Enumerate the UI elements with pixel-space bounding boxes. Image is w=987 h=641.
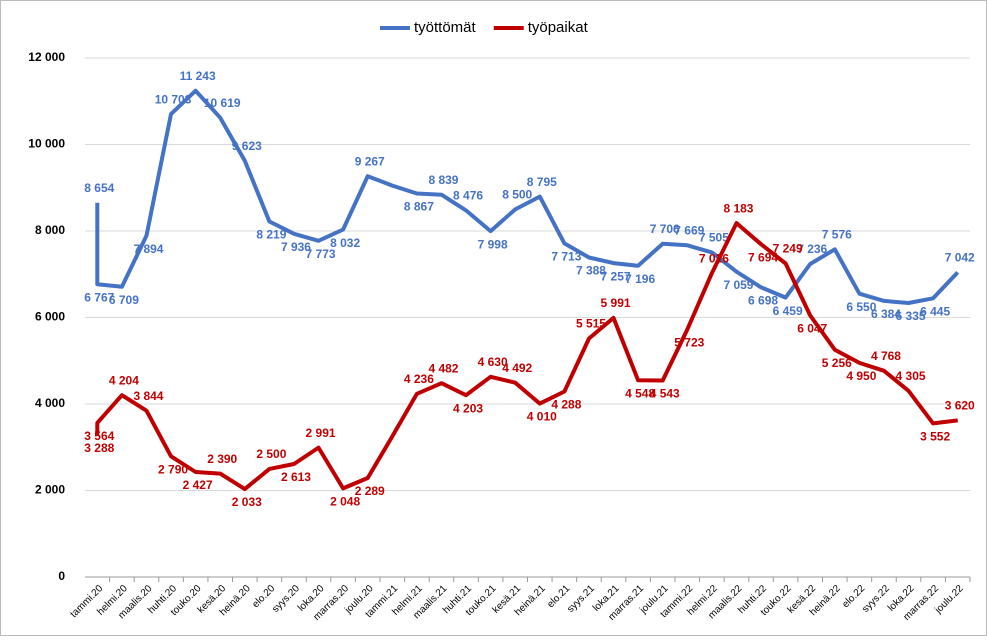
data-label: 8 654	[84, 181, 114, 195]
data-label: 8 500	[502, 188, 532, 202]
data-label: 8 839	[428, 173, 458, 187]
data-label: 4 288	[551, 398, 581, 412]
data-label: 7 388	[576, 264, 606, 278]
data-label: 9 267	[355, 154, 385, 168]
data-label: 7 249	[773, 242, 803, 256]
data-label: 2 048	[330, 495, 360, 509]
data-label: 7 505	[699, 231, 729, 245]
data-label: 8 795	[527, 175, 557, 189]
data-label: 7 773	[306, 247, 336, 261]
data-label: 7 894	[133, 242, 163, 256]
data-label: 2 289	[355, 484, 385, 498]
data-label: 4 950	[846, 369, 876, 383]
data-label: 7 694	[748, 250, 778, 264]
data-label: 4 548	[625, 386, 655, 400]
data-label: 8 183	[723, 201, 753, 215]
data-label: 7 042	[945, 251, 975, 265]
data-label: 2 790	[158, 463, 188, 477]
data-label: 7 706	[650, 222, 680, 236]
data-label: 6 445	[920, 304, 950, 318]
series-line	[95, 88, 960, 305]
data-label: 7 236	[797, 242, 827, 256]
data-label: 2 991	[306, 426, 336, 440]
data-label: 7 059	[723, 278, 753, 292]
data-label: 8 032	[330, 236, 360, 250]
data-label: 2 427	[183, 478, 213, 492]
y-tick-label: 10 000	[28, 137, 65, 151]
data-label: 3 844	[133, 389, 163, 403]
data-label: 4 482	[428, 361, 458, 375]
data-label: 5 515	[576, 317, 606, 331]
data-label: 8 867	[404, 200, 434, 214]
data-label: 6 384	[871, 307, 901, 321]
legend-label: työpaikat	[528, 19, 589, 36]
data-label: 5 256	[822, 356, 852, 370]
data-label: 5 991	[601, 296, 631, 310]
data-label: 9 623	[232, 139, 262, 153]
data-label: 4 543	[650, 387, 680, 401]
data-label: 6 550	[846, 300, 876, 314]
y-tick-label: 8 000	[35, 223, 65, 237]
data-label: 10 619	[204, 96, 241, 110]
data-label: 4 305	[896, 369, 926, 383]
data-label: 4 236	[404, 372, 434, 386]
data-label: 6 709	[109, 293, 139, 307]
data-label: 5 723	[674, 336, 704, 350]
data-label: 7 936	[281, 240, 311, 254]
y-tick-label: 12 000	[28, 50, 65, 64]
data-label: 4 204	[109, 373, 139, 387]
data-label: 6 047	[797, 322, 827, 336]
legend-label: työttömät	[414, 19, 477, 36]
data-label: 6 767	[84, 290, 114, 304]
data-label: 7 713	[551, 250, 581, 264]
data-label: 7 669	[674, 223, 704, 237]
data-label: 7 196	[625, 272, 655, 286]
series-line	[95, 221, 958, 492]
y-tick-label: 4 000	[35, 396, 65, 410]
data-label: 3 552	[920, 430, 950, 444]
data-label: 4 203	[453, 401, 483, 415]
data-label: 6 335	[896, 309, 926, 323]
data-label: 4 492	[502, 361, 532, 375]
data-label: 3 620	[945, 399, 975, 413]
data-label: 2 033	[232, 495, 262, 509]
data-label: 8 219	[256, 228, 286, 242]
data-label: 2 613	[281, 470, 311, 484]
data-label: 4 630	[478, 355, 508, 369]
data-label: 2 390	[207, 452, 237, 466]
data-label: 3 564	[84, 429, 114, 443]
data-label: 7 026	[699, 251, 729, 265]
data-label: 7 998	[478, 237, 508, 251]
y-tick-label: 0	[58, 569, 65, 583]
data-label: 6 459	[773, 304, 803, 318]
data-label: 7 576	[822, 228, 852, 242]
data-label: 8 476	[453, 189, 483, 203]
data-label: 2 500	[256, 447, 286, 461]
data-label: 6 698	[748, 293, 778, 307]
data-label: 4 010	[527, 410, 557, 424]
data-label: 10 703	[155, 92, 192, 106]
data-label: 4 768	[871, 349, 901, 363]
y-tick-label: 2 000	[35, 483, 65, 497]
data-label: 3 288	[84, 441, 114, 455]
y-tick-label: 6 000	[35, 310, 65, 324]
data-label: 7 257	[601, 269, 631, 283]
data-label: 11 243	[180, 69, 216, 83]
